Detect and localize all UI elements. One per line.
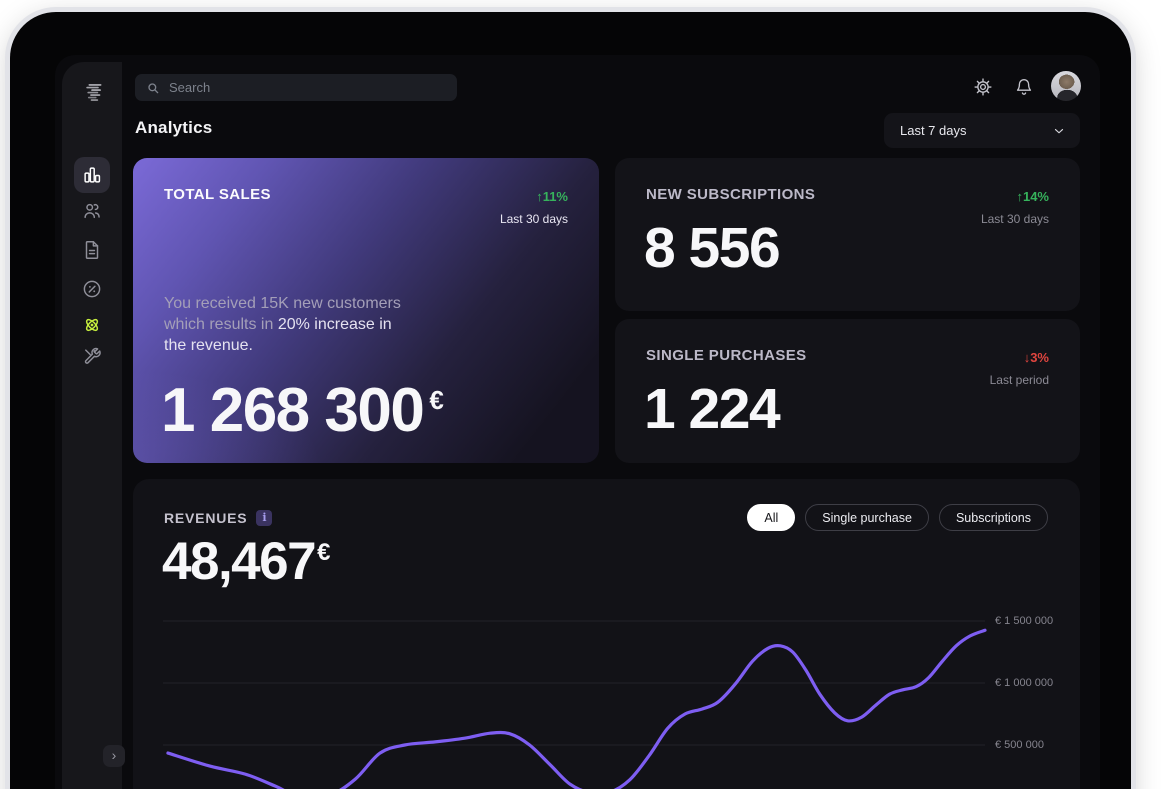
revenue-filter-pills: All Single purchase Subscriptions — [747, 504, 1048, 531]
revenues-title: REVENUES — [164, 509, 248, 526]
search-icon — [145, 80, 161, 96]
document-icon — [81, 239, 103, 261]
new-subscriptions-period: Last 30 days — [980, 211, 1049, 226]
new-subscriptions-title: NEW SUBSCRIPTIONS — [646, 186, 816, 203]
users-icon — [81, 200, 103, 222]
single-purchases-period: Last period — [989, 372, 1049, 387]
total-sales-description: You received 15K new customers which res… — [164, 295, 401, 354]
atom-icon — [81, 314, 103, 336]
ytick-500000: € 500 000 — [995, 739, 1044, 751]
user-avatar[interactable] — [1051, 71, 1081, 101]
date-range-value: Last 7 days — [900, 123, 967, 138]
sidebar-item-documents[interactable] — [81, 239, 103, 261]
filter-single-purchase-button[interactable]: Single purchase — [805, 504, 929, 531]
date-range-dropdown[interactable]: Last 7 days — [884, 113, 1080, 148]
single-purchases-value: 1 224 — [644, 377, 781, 441]
search-input[interactable] — [169, 80, 447, 95]
total-sales-value: 1 268 300 € — [161, 376, 444, 445]
euro-symbol: € — [317, 539, 331, 567]
percent-circle-icon — [81, 278, 103, 300]
ytick-1500000: € 1 500 000 — [995, 615, 1054, 627]
revenue-line-chart — [163, 620, 987, 789]
tools-icon — [81, 345, 103, 367]
new-subscriptions-value: 8 556 — [644, 216, 781, 280]
filter-all-button[interactable]: All — [747, 504, 796, 531]
sidebar-item-customers[interactable] — [81, 200, 103, 222]
chevron-right-icon: › — [111, 747, 117, 763]
page-title: Analytics — [135, 118, 213, 137]
new-subscriptions-delta: ↑14% — [1016, 189, 1049, 204]
euro-symbol: € — [429, 385, 444, 416]
sidebar — [62, 62, 122, 789]
tablet-device-frame: › Analytics — [10, 12, 1131, 789]
ytick-1000000: € 1 000 000 — [995, 677, 1054, 689]
sidebar-item-analytics[interactable] — [74, 157, 110, 193]
info-icon[interactable]: i — [256, 509, 273, 526]
total-sales-period: Last 30 days — [499, 211, 568, 226]
revenues-panel: REVENUES i All Single purchase Subscript… — [133, 479, 1080, 789]
single-purchases-title: SINGLE PURCHASES — [646, 347, 807, 364]
revenue-line-series — [166, 628, 987, 789]
single-purchases-delta: ↓3% — [1023, 350, 1049, 365]
app-logo-swirl-icon[interactable] — [77, 78, 107, 108]
chevron-down-icon — [1052, 124, 1066, 138]
single-purchases-card: SINGLE PURCHASES ↓3% Last period 1 224 — [615, 319, 1080, 463]
sidebar-item-discounts[interactable] — [81, 278, 103, 300]
app-screen: › Analytics — [55, 55, 1100, 789]
bar-chart-icon — [81, 164, 103, 186]
sidebar-item-settings-tools[interactable] — [81, 345, 103, 367]
revenues-value: 48,467€ — [162, 532, 331, 591]
sidebar-item-integrations[interactable] — [81, 314, 103, 336]
settings-gear-icon[interactable] — [972, 76, 994, 98]
search-bar[interactable] — [135, 74, 457, 101]
notifications-bell-icon[interactable] — [1013, 76, 1035, 98]
total-sales-delta: ↑11% — [536, 189, 568, 204]
total-sales-card: TOTAL SALES ↑11% Last 30 days You receiv… — [133, 158, 599, 463]
sidebar-expand-button[interactable]: › — [103, 745, 125, 767]
total-sales-title: TOTAL SALES — [164, 186, 271, 203]
filter-subscriptions-button[interactable]: Subscriptions — [938, 504, 1048, 531]
new-subscriptions-card: NEW SUBSCRIPTIONS ↑14% Last 30 days 8 55… — [615, 158, 1080, 311]
